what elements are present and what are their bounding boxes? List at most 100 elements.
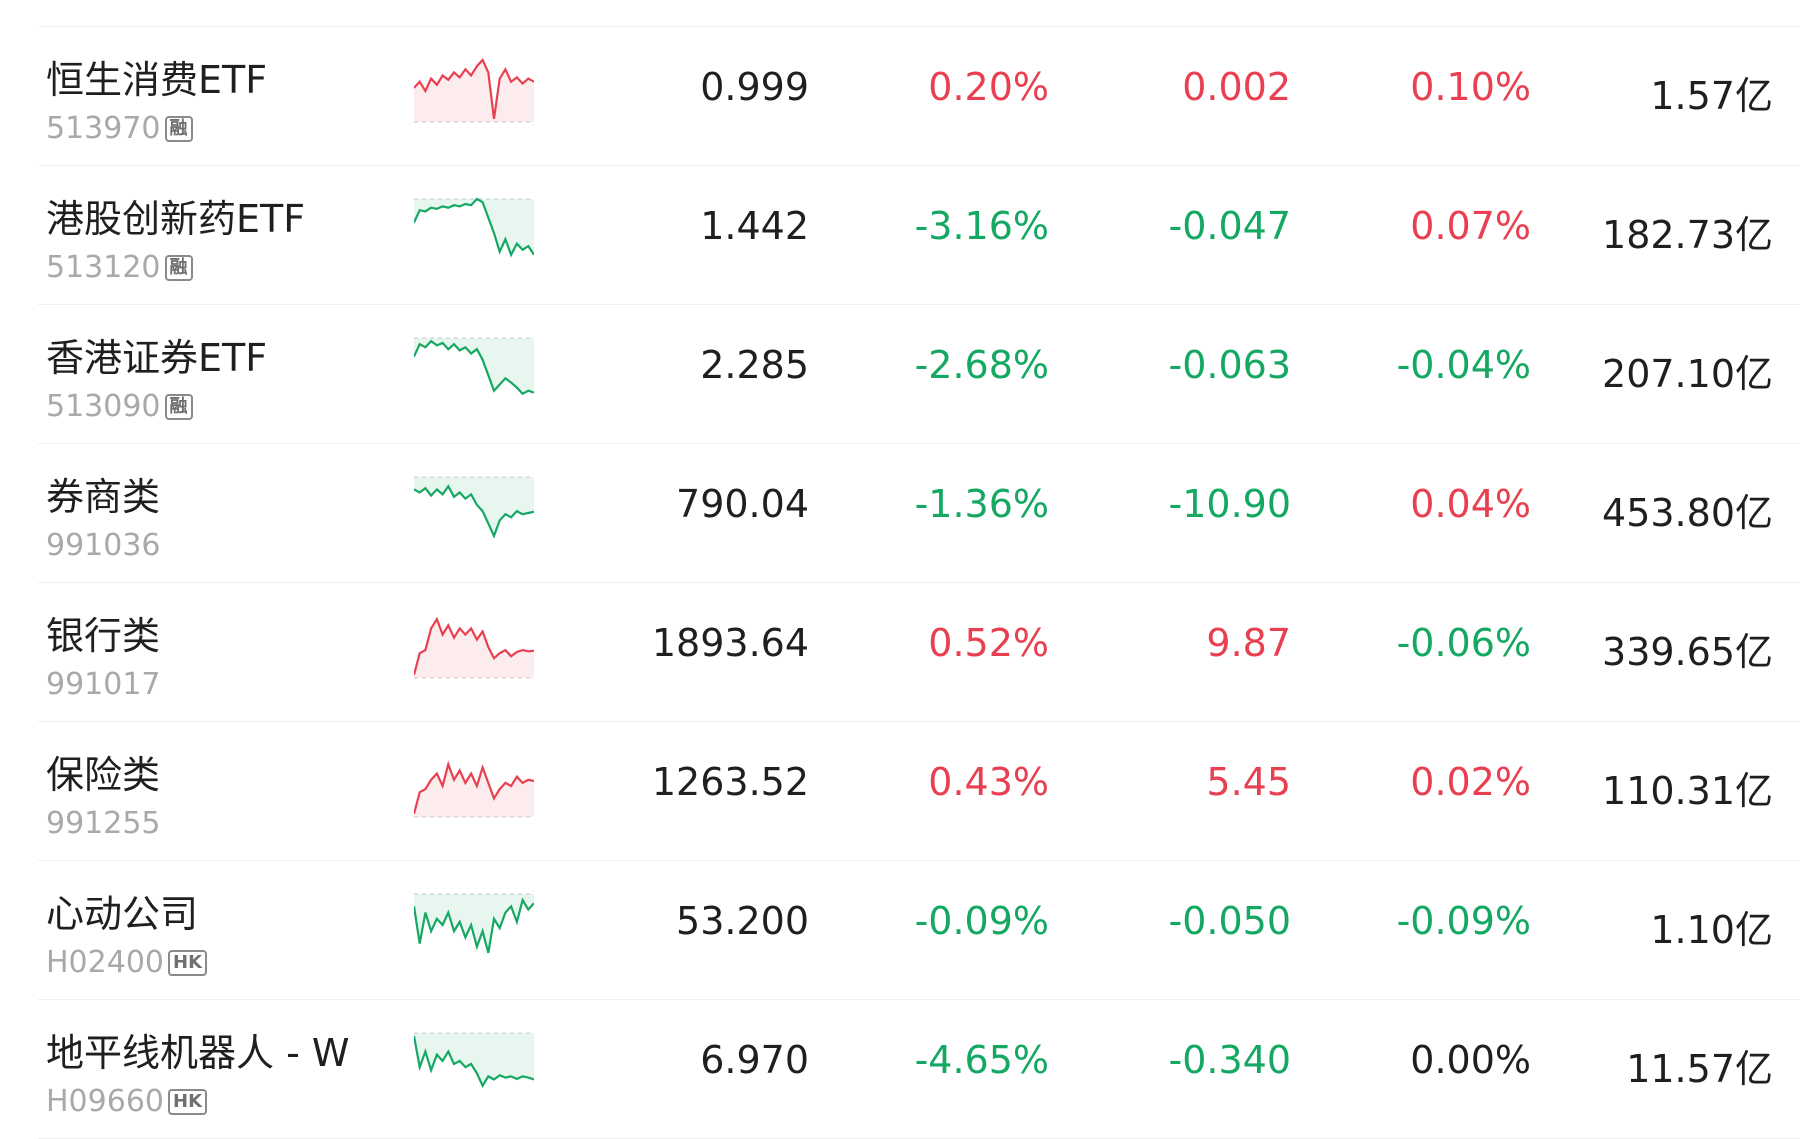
- sparkline-area: [414, 477, 534, 536]
- change-amount: -10.90: [1168, 482, 1292, 526]
- security-name: 银行类: [46, 614, 161, 658]
- security-code-group: 513120 融: [46, 250, 193, 285]
- intraday-sparkline: [414, 616, 534, 679]
- security-code-group: 513090 融: [46, 389, 193, 424]
- divider: [38, 443, 1800, 444]
- list-row[interactable]: 券商类 991036 790.04 -1.36% -10.90 0.04% 453.80亿: [0, 444, 1800, 583]
- change-amount: 9.87: [1206, 621, 1291, 665]
- sparkline-area: [414, 764, 534, 817]
- security-code-group: 991017: [46, 667, 161, 702]
- change-speed: 0.00%: [1410, 1038, 1531, 1082]
- security-code: 991255: [46, 806, 161, 841]
- sparkline-area: [414, 894, 534, 953]
- change-speed: 0.04%: [1410, 482, 1531, 526]
- last-price: 1263.52: [651, 760, 809, 804]
- intraday-sparkline: [414, 197, 534, 258]
- security-code-group: 991255: [46, 806, 161, 841]
- security-name: 香港证券ETF: [46, 336, 268, 380]
- sparkline-line: [414, 760, 534, 815]
- change-amount: -0.050: [1168, 899, 1292, 943]
- divider: [38, 304, 1800, 305]
- turnover-amount: 1.10亿: [1650, 908, 1773, 952]
- change-percent: 0.52%: [928, 621, 1049, 665]
- divider: [38, 860, 1800, 861]
- security-code: 513970: [46, 111, 161, 146]
- margin-badge: 融: [164, 254, 193, 281]
- change-speed: 0.10%: [1410, 65, 1531, 109]
- security-code-group: H09660 HK: [46, 1084, 208, 1119]
- change-speed: -0.09%: [1396, 899, 1531, 943]
- list-row[interactable]: 保险类 991255 1263.52 0.43% 5.45 0.02% 110.31亿: [0, 722, 1800, 861]
- security-name: 地平线机器人 - W: [46, 1031, 350, 1075]
- intraday-sparkline: [414, 760, 534, 818]
- change-percent: -3.16%: [914, 204, 1049, 248]
- security-code: H02400: [46, 945, 164, 980]
- sparkline-line: [414, 1035, 534, 1089]
- intraday-sparkline: [414, 58, 534, 123]
- security-code: 991017: [46, 667, 161, 702]
- change-percent: 0.43%: [928, 760, 1049, 804]
- change-amount: -0.047: [1168, 204, 1292, 248]
- sparkline-area: [414, 338, 534, 394]
- security-name: 心动公司: [46, 892, 199, 936]
- intraday-sparkline: [414, 1032, 534, 1089]
- sparkline-line: [414, 58, 534, 120]
- sparkline-area: [414, 1033, 534, 1086]
- list-row[interactable]: 心动公司 H02400 HK 53.200 -0.09% -0.050 -0.09% 1.10…: [0, 861, 1800, 1000]
- turnover-amount: 207.10亿: [1602, 352, 1773, 396]
- turnover-amount: 110.31亿: [1602, 769, 1773, 813]
- last-price: 6.970: [700, 1038, 809, 1082]
- change-amount: -0.063: [1168, 343, 1292, 387]
- last-price: 1893.64: [651, 621, 809, 665]
- intraday-sparkline: [414, 893, 534, 954]
- change-speed: -0.04%: [1396, 343, 1531, 387]
- change-percent: -1.36%: [914, 482, 1049, 526]
- intraday-sparkline: [414, 476, 534, 539]
- sparkline-line: [414, 197, 534, 258]
- security-code-group: 513970 融: [46, 111, 193, 146]
- turnover-amount: 1.57亿: [1650, 74, 1773, 118]
- sparkline-line: [414, 339, 534, 396]
- change-percent: -0.09%: [914, 899, 1049, 943]
- list-row[interactable]: 银行类 991017 1893.64 0.52% 9.87 -0.06% 339.65亿: [0, 583, 1800, 722]
- list-row[interactable]: 地平线机器人 - W H09660 HK 6.970 -4.65% -0.340 0.00%…: [0, 1000, 1800, 1139]
- margin-badge: 融: [164, 115, 193, 142]
- change-amount: 5.45: [1206, 760, 1291, 804]
- intraday-sparkline: [414, 337, 534, 396]
- last-price: 53.200: [676, 899, 809, 943]
- last-price: 0.999: [700, 65, 809, 109]
- divider: [38, 26, 1800, 27]
- change-speed: -0.06%: [1396, 621, 1531, 665]
- sparkline-line: [414, 897, 534, 954]
- change-speed: 0.07%: [1410, 204, 1531, 248]
- security-code-group: 991036: [46, 528, 161, 563]
- list-row[interactable]: 恒生消费ETF 513970 融 0.999 0.20% 0.002 0.10% 1.57亿: [0, 27, 1800, 166]
- last-price: 1.442: [700, 204, 809, 248]
- list-row[interactable]: 香港证券ETF 513090 融 2.285 -2.68% -0.063 -0.04% 207…: [0, 305, 1800, 444]
- turnover-amount: 339.65亿: [1602, 630, 1773, 674]
- security-name: 保险类: [46, 753, 161, 797]
- change-amount: -0.340: [1168, 1038, 1292, 1082]
- security-name: 港股创新药ETF: [46, 197, 306, 241]
- change-amount: 0.002: [1182, 65, 1291, 109]
- divider: [38, 999, 1800, 1000]
- list-row[interactable]: 港股创新药ETF 513120 融 1.442 -3.16% -0.047 0.07% 182…: [0, 166, 1800, 305]
- security-code: 513120: [46, 250, 161, 285]
- hk-badge: HK: [168, 949, 208, 976]
- margin-badge: 融: [164, 393, 193, 420]
- turnover-amount: 11.57亿: [1626, 1047, 1773, 1091]
- change-percent: 0.20%: [928, 65, 1049, 109]
- sparkline-line: [414, 484, 534, 539]
- sparkline-line: [414, 616, 534, 676]
- turnover-amount: 453.80亿: [1602, 491, 1773, 535]
- sparkline-area: [414, 60, 534, 122]
- change-speed: 0.02%: [1410, 760, 1531, 804]
- last-price: 790.04: [676, 482, 809, 526]
- divider: [38, 721, 1800, 722]
- divider: [38, 165, 1800, 166]
- security-code-group: H02400 HK: [46, 945, 208, 980]
- last-price: 2.285: [700, 343, 809, 387]
- security-code: H09660: [46, 1084, 164, 1119]
- security-code: 991036: [46, 528, 161, 563]
- change-percent: -2.68%: [914, 343, 1049, 387]
